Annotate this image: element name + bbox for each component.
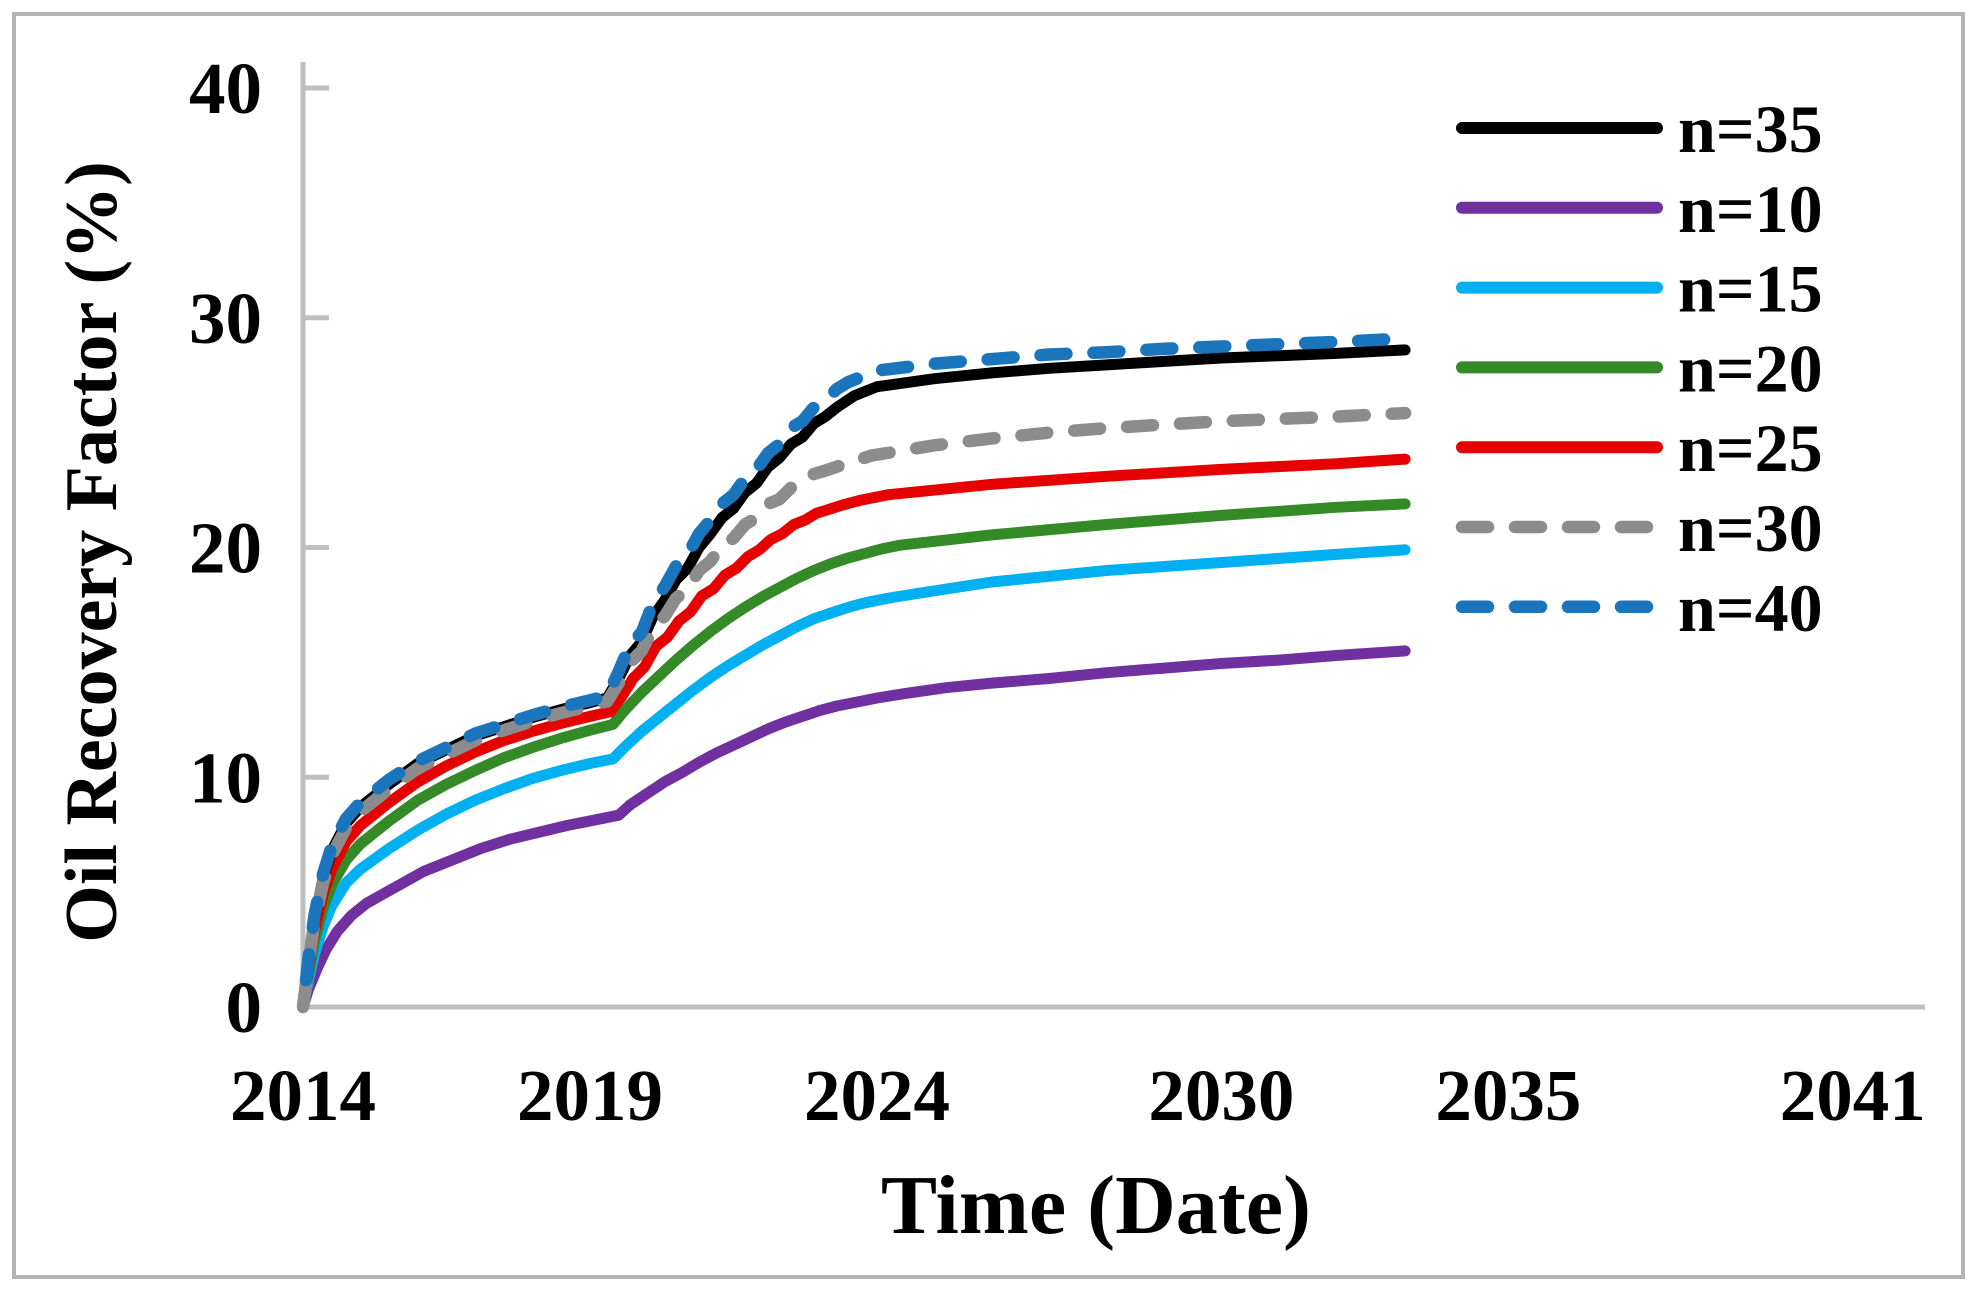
y-tick-label: 10 (189, 737, 262, 818)
x-tick-label: 2019 (517, 1055, 663, 1136)
x-tick-label: 2030 (1148, 1055, 1294, 1136)
legend-label-n-35: n=35 (1678, 91, 1823, 167)
y-tick-label: 40 (189, 48, 262, 129)
series-line-n-35 (297, 344, 1411, 1013)
series-line-n-10 (297, 645, 1411, 1013)
x-tick-label: 2014 (230, 1055, 376, 1136)
series-line-n-25 (297, 453, 1411, 1013)
x-tick-label: 2041 (1780, 1055, 1926, 1136)
series-line-n-15 (297, 544, 1411, 1013)
series-lines (296, 332, 1412, 1014)
y-tick-label: 30 (189, 278, 262, 359)
series-line-n-40 (296, 332, 1412, 1014)
legend-label-n-20: n=20 (1678, 330, 1823, 406)
x-axis-title: Time (Date) (881, 1159, 1311, 1252)
legend-label-n-10: n=10 (1678, 171, 1823, 247)
figure-border (12, 12, 1965, 1279)
y-tick-label: 0 (226, 967, 263, 1048)
y-axis-title: Oil Recovery Factor (%) (51, 161, 133, 942)
legend: n=35n=10n=15n=20n=25n=30n=40 (1455, 91, 1823, 646)
series-line-n-20 (297, 498, 1411, 1013)
legend-label-n-15: n=15 (1678, 251, 1823, 327)
legend-label-n-25: n=25 (1678, 410, 1823, 486)
series-line-n-30 (296, 406, 1412, 1014)
axes (299, 62, 1925, 1010)
x-tick-label: 2035 (1435, 1055, 1581, 1136)
legend-label-n-30: n=30 (1678, 490, 1823, 566)
y-tick-label: 20 (189, 508, 262, 589)
legend-label-n-40: n=40 (1678, 570, 1823, 646)
x-tick-label: 2024 (804, 1055, 950, 1136)
